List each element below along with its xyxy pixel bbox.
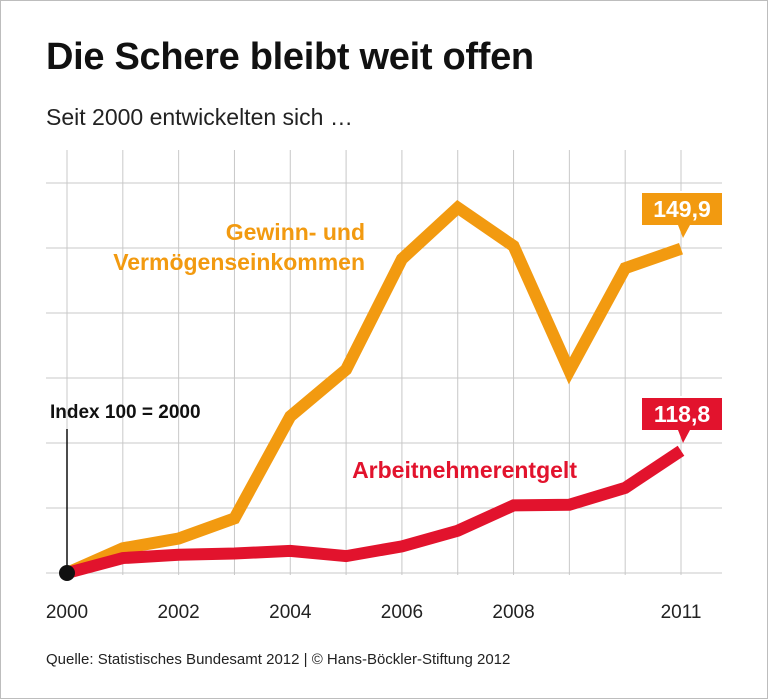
x-tick-label: 2006 xyxy=(381,602,423,623)
series-line-arbeitnehmerentgelt xyxy=(65,445,685,579)
end-label-gewinn: 149,9 xyxy=(653,196,711,222)
end-badge-arbeitnehmer: 118,8 xyxy=(640,396,724,443)
series-label-gewinn-line-1: Gewinn- und xyxy=(226,219,365,245)
end-badge-gewinn-pointer xyxy=(678,225,690,238)
series-label-gewinn-line-2: Vermögenseinkommen xyxy=(113,249,365,275)
x-tick-label: 2008 xyxy=(492,602,534,623)
index-origin-dot xyxy=(59,565,75,581)
x-tick-label: 2011 xyxy=(661,602,702,623)
index-note: Index 100 = 2000 xyxy=(50,402,201,423)
end-badge-arbeitnehmer-pointer xyxy=(678,430,690,443)
chart-title: Die Schere bleibt weit offen xyxy=(46,36,534,78)
x-axis-ticks: 2000 2002 2004 2006 2008 2011 xyxy=(46,602,702,623)
grid-lines xyxy=(46,150,722,575)
x-tick-label: 2004 xyxy=(269,602,312,623)
series-label-arbeitnehmerentgelt: Arbeitnehmerentgelt xyxy=(352,457,577,483)
x-tick-label: 2000 xyxy=(46,602,88,623)
series-line-gewinn-vermoegenseinkommen xyxy=(64,200,683,579)
source-note: Quelle: Statistisches Bundesamt 2012 | ©… xyxy=(46,651,511,668)
series-lines xyxy=(64,200,685,579)
chart-subtitle: Seit 2000 entwickelten sich … xyxy=(46,104,353,130)
end-label-arbeitnehmer: 118,8 xyxy=(654,401,710,427)
x-tick-label: 2002 xyxy=(157,602,199,623)
end-badge-gewinn: 149,9 xyxy=(640,191,724,238)
